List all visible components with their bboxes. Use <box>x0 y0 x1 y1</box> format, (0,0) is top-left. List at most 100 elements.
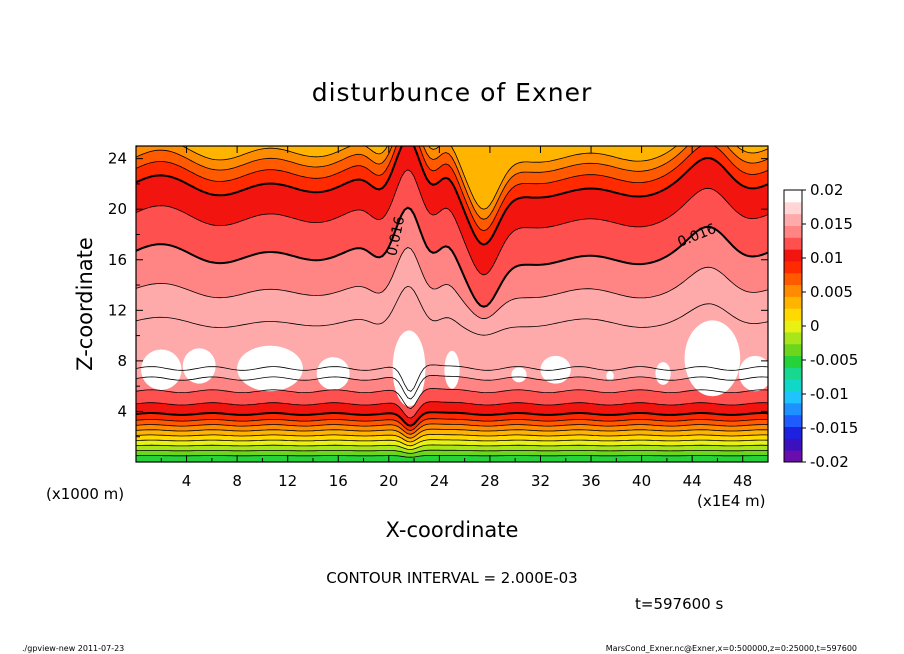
colorbar-label-0: 0.02 <box>810 181 843 199</box>
contour-line-upper-6 <box>136 146 768 220</box>
white-region-5 <box>444 350 460 389</box>
colorbar-swatch-16 <box>784 260 802 274</box>
x-tick-label-0: 4 <box>182 472 192 490</box>
band-upper-5 <box>136 146 768 231</box>
contour-line-upper-2 <box>136 206 768 308</box>
contour-line-lower-3 <box>136 401 768 419</box>
x-tick-label-4: 20 <box>379 472 398 490</box>
footer-left: ./gpview-new 2011-07-23 <box>22 644 124 653</box>
maximum-regions <box>141 320 768 407</box>
y-tick-label-5: 24 <box>108 150 127 168</box>
contour-line-upper-7 <box>136 146 768 210</box>
white-region-8 <box>606 370 614 382</box>
colorbar-swatch-4 <box>784 402 802 416</box>
contour-line-lower-12 <box>136 455 768 458</box>
time-stamp: t=597600 s <box>635 595 723 613</box>
x-tick-label-11: 48 <box>733 472 752 490</box>
x-unit-right: (x1E4 m) <box>697 492 766 510</box>
colorbar-label-1: 0.015 <box>810 215 853 233</box>
colorbar-swatch-20 <box>784 213 802 226</box>
contour-interval: CONTOUR INTERVAL = 2.000E-03 <box>326 569 577 587</box>
colorbar <box>784 190 802 463</box>
colorbar-swatch-14 <box>784 284 802 297</box>
colorbar-swatch-15 <box>784 272 802 286</box>
white-region-0 <box>141 349 182 390</box>
plot-frame <box>135 145 769 463</box>
contour-line-lower-11 <box>136 449 768 454</box>
colorbar-label-6: -0.01 <box>810 385 849 403</box>
chart-title: disturbunce of Exner <box>312 78 593 107</box>
colorbar-label-7: -0.015 <box>810 419 858 437</box>
colorbar-swatch-18 <box>784 237 802 250</box>
contour-line-upper-1 <box>136 247 768 320</box>
colorbar-label-3: 0.005 <box>810 283 853 301</box>
x-tick-label-2: 12 <box>278 472 297 490</box>
contour-line-upper-4 <box>136 146 768 246</box>
x-tick-label-9: 40 <box>632 472 651 490</box>
y-tick-label-2: 12 <box>108 301 127 319</box>
colorbar-label-5: -0.005 <box>810 351 858 369</box>
contour-fill-bands <box>136 146 768 462</box>
colorbar-swatch-13 <box>784 296 802 309</box>
white-region-10 <box>684 320 741 397</box>
white-region-1 <box>182 348 216 384</box>
x-tick-label-6: 28 <box>480 472 499 490</box>
colorbar-swatch-6 <box>784 379 802 392</box>
contour-line-upper-3 <box>136 169 768 276</box>
band-upper-6 <box>136 146 768 220</box>
band-lower-12 <box>136 455 768 462</box>
colorbar-swatch-0 <box>784 450 802 463</box>
contour-line-lower-10 <box>136 444 768 451</box>
y-axis-label: Z-coordinate <box>73 237 97 371</box>
contour-line-lower-4 <box>136 411 768 427</box>
plot-area <box>136 146 768 462</box>
colorbar-swatch-7 <box>784 367 802 380</box>
colorbar-label-8: -0.02 <box>810 453 849 471</box>
contour-line-lower-7 <box>136 428 768 439</box>
white-region-3 <box>316 357 350 390</box>
white-region-2 <box>237 345 303 392</box>
colorbar-swatch-9 <box>784 343 802 357</box>
contour-line-lower-9 <box>136 439 768 447</box>
x-tick-label-3: 16 <box>329 472 348 490</box>
x-tick-label-10: 44 <box>683 472 702 490</box>
x-tick-label-7: 32 <box>531 472 550 490</box>
colorbar-swatch-1 <box>784 438 802 451</box>
contour-line-upper-5 <box>136 146 768 232</box>
contour-lines <box>136 146 768 458</box>
x-tick-label-5: 24 <box>430 472 449 490</box>
contour-line-upper-0 <box>136 285 768 336</box>
white-region-11 <box>738 355 768 392</box>
contour-line-lower-8 <box>136 433 768 443</box>
x-unit-left: (x1000 m) <box>46 485 124 503</box>
contour-line-lower-5 <box>136 418 768 431</box>
y-tick-label-0: 4 <box>117 402 127 420</box>
contour-line-lower-6 <box>136 423 768 435</box>
white-region-6 <box>511 367 527 383</box>
x-axis-ticks: 4 8 12 16 20 24 28 32 36 40 44 48 <box>160 146 752 490</box>
y-axis-ticks: 4 8 12 16 20 24 <box>108 150 768 438</box>
colorbar-label-4: 0 <box>810 317 820 335</box>
colorbar-swatch-3 <box>784 414 802 428</box>
colorbar-labels: 0.02 0.015 0.01 0.005 0 -0.005 -0.01 -0.015 -0.0… <box>802 181 858 471</box>
colorbar-label-2: 0.01 <box>810 249 843 267</box>
colorbar-swatch-21 <box>784 201 802 215</box>
colorbar-swatch-19 <box>784 225 802 238</box>
x-tick-label-1: 8 <box>232 472 242 490</box>
y-tick-label-3: 16 <box>108 251 127 269</box>
band-upper-7 <box>136 146 768 210</box>
colorbar-swatch-2 <box>784 426 802 439</box>
contour-line-lower-0 <box>136 364 768 392</box>
x-tick-label-8: 36 <box>581 472 600 490</box>
colorbar-swatch-8 <box>784 355 802 368</box>
white-region-4 <box>392 330 426 407</box>
colorbar-swatch-10 <box>784 331 802 345</box>
contour-line-lower-1 <box>136 374 768 400</box>
colorbar-swatch-12 <box>784 308 802 321</box>
colorbar-swatch-17 <box>784 249 802 262</box>
colorbar-swatch-22 <box>784 190 802 203</box>
y-tick-label-4: 20 <box>108 200 127 218</box>
white-region-9 <box>655 362 671 385</box>
colorbar-swatch-5 <box>784 391 802 404</box>
